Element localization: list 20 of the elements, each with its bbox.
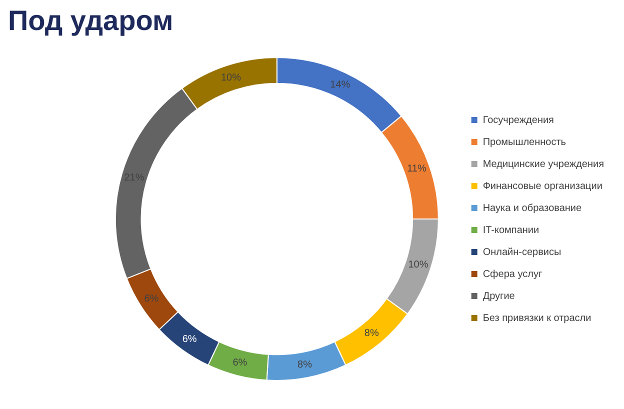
legend-label: Другие	[482, 290, 516, 302]
chart-title: Под ударом	[7, 4, 174, 38]
legend-label: Финансовые организации	[482, 180, 602, 192]
legend-label: Без привязки к отрасли	[482, 312, 592, 324]
legend-label: Госучреждения	[482, 114, 554, 126]
data-label: 11%	[407, 163, 426, 174]
data-label: 6%	[144, 293, 159, 304]
data-label: 6%	[182, 334, 197, 345]
legend-label: Промышленность	[482, 136, 566, 148]
legend-label: Сфера услуг	[482, 268, 542, 280]
data-label: 10%	[220, 72, 242, 84]
data-label: 14%	[330, 79, 350, 90]
data-label: 10%	[408, 260, 428, 271]
data-label: 8%	[298, 360, 312, 371]
legend-label: IT-компании	[482, 224, 540, 236]
data-label: 6%	[232, 358, 248, 369]
data-label: 8%	[364, 328, 379, 340]
legend-label: Онлайн-сервисы	[482, 246, 562, 258]
legend-label: Медицинские учреждения	[482, 158, 604, 170]
legend-label: Наука и образование	[482, 202, 582, 214]
